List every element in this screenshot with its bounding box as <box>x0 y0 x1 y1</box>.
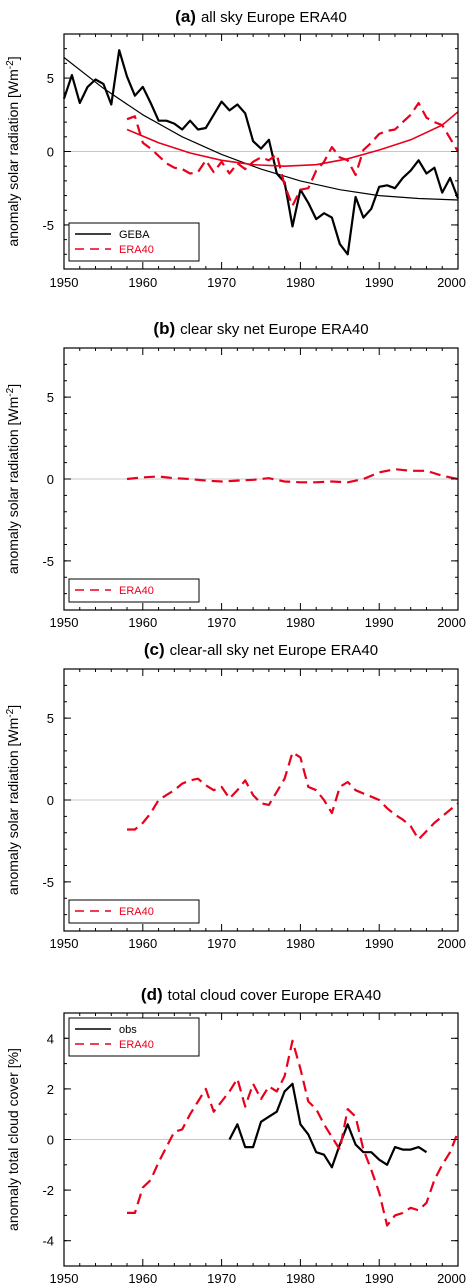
y-axis-label: anomaly solar radiation [Wm-2] <box>5 705 21 895</box>
y-axis-label-text: anomaly total cloud cover [%] <box>5 1048 21 1231</box>
legend-label: ERA40 <box>119 585 154 597</box>
chart-tag: (a) <box>175 7 196 26</box>
chart-tag: (d) <box>141 985 163 1004</box>
y-tick-label: -4 <box>42 1234 54 1249</box>
y-tick-label: 5 <box>47 390 54 405</box>
x-tick-label: 1960 <box>128 936 157 951</box>
x-tick-label: 1960 <box>128 615 157 630</box>
chart-title-text: total cloud cover Europe ERA40 <box>168 987 381 1004</box>
y-tick-label: -2 <box>42 1183 54 1198</box>
era40-series-line <box>127 1039 460 1227</box>
y-tick-label: 5 <box>47 71 54 86</box>
chart-title-text: clear-all sky net Europe ERA40 <box>170 642 378 659</box>
era40-series-line <box>126 468 459 484</box>
x-tick-label: 2000 <box>437 1271 466 1286</box>
legend-box <box>68 899 200 924</box>
x-tick-label: 1950 <box>50 615 79 630</box>
legend-box <box>68 578 200 603</box>
chart-tag: (b) <box>153 319 175 338</box>
x-tick-label: 1950 <box>50 275 79 290</box>
x-tick-label: 1980 <box>286 1271 315 1286</box>
y-axis-label-text: anomaly solar radiation [Wm <box>5 718 21 895</box>
x-tick-label: 2000 <box>437 275 466 290</box>
x-tick-label: 1970 <box>207 275 236 290</box>
x-tick-label: 1950 <box>50 936 79 951</box>
legend-label: ERA40 <box>119 244 154 256</box>
chart-title: (a) all sky Europe ERA40 <box>175 7 347 26</box>
y-tick-label: 0 <box>47 1133 54 1148</box>
legend-box <box>68 1017 200 1057</box>
chart-title-text: all sky Europe ERA40 <box>201 9 347 26</box>
x-tick-label: 2000 <box>437 615 466 630</box>
x-tick-label: 1960 <box>128 1271 157 1286</box>
y-tick-label: 4 <box>47 1031 54 1046</box>
x-tick-label: 2000 <box>437 936 466 951</box>
era40-series-line <box>127 751 459 841</box>
y-tick-label: 0 <box>47 472 54 487</box>
legend-label: ERA40 <box>119 1039 154 1051</box>
y-tick-label: -5 <box>42 554 54 569</box>
chart-panel-b: (b) clear sky net Europe ERA40 1950 1960 197… <box>5 319 466 630</box>
x-tick-label: 1980 <box>286 615 315 630</box>
chart-title: (b) clear sky net Europe ERA40 <box>153 319 368 338</box>
x-tick-label: 1980 <box>286 936 315 951</box>
y-axis-label-text: anomaly solar radiation [Wm <box>5 397 21 574</box>
y-axis-label: anomaly total cloud cover [%] <box>5 1048 21 1231</box>
y-axis-label-sup: -2 <box>5 387 16 396</box>
x-tick-label: 1960 <box>128 275 157 290</box>
chart-tag: (c) <box>144 640 165 659</box>
chart-title: (d) total cloud cover Europe ERA40 <box>141 985 381 1004</box>
obs-series-line <box>228 1082 428 1169</box>
x-tick-label: 1990 <box>365 615 394 630</box>
legend-label: obs <box>119 1024 137 1036</box>
chart-title: (c) clear-all sky net Europe ERA40 <box>144 640 378 659</box>
chart-title-text: clear sky net Europe ERA40 <box>180 321 368 338</box>
legend-box <box>68 222 200 262</box>
chart-panel-c: (c) clear-all sky net Europe ERA40 1950 196… <box>5 640 466 951</box>
trend-series-line <box>126 111 459 167</box>
y-axis-label-sup: -2 <box>5 60 16 69</box>
x-tick-label: 1990 <box>365 936 394 951</box>
y-axis-label: anomaly solar radiation [Wm-2] <box>5 384 21 574</box>
legend-label: ERA40 <box>119 906 154 918</box>
era40-series-line <box>126 101 459 207</box>
y-tick-label: 5 <box>47 711 54 726</box>
y-tick-label: -5 <box>42 218 54 233</box>
y-tick-label: 0 <box>47 793 54 808</box>
y-axis-label-end: ] <box>5 705 21 709</box>
y-tick-label: 2 <box>47 1082 54 1097</box>
x-tick-label: 1950 <box>50 1271 79 1286</box>
x-tick-label: 1990 <box>365 1271 394 1286</box>
y-axis-label-end: ] <box>5 56 21 60</box>
y-axis-label-text: anomaly solar radiation [Wm <box>5 69 21 246</box>
x-tick-label: 1970 <box>207 1271 236 1286</box>
y-axis-label-end: ] <box>5 384 21 388</box>
y-tick-label: -5 <box>42 875 54 890</box>
x-tick-label: 1980 <box>286 275 315 290</box>
y-axis-label: anomaly solar radiation [Wm-2] <box>5 56 21 246</box>
x-tick-label: 1970 <box>207 615 236 630</box>
legend-label: GEBA <box>119 229 150 241</box>
y-axis-label-sup: -2 <box>5 708 16 717</box>
x-tick-label: 1970 <box>207 936 236 951</box>
chart-panel-d: (d) total cloud cover Europe ERA40 1950 196… <box>5 985 466 1286</box>
chart-panel-a: (a) all sky Europe ERA40 1950 1960 1970 1980 1… <box>5 7 466 290</box>
trend-series-line <box>63 57 459 201</box>
geba-series-line <box>62 49 460 256</box>
x-tick-label: 1990 <box>365 275 394 290</box>
y-tick-label: 0 <box>47 145 54 160</box>
